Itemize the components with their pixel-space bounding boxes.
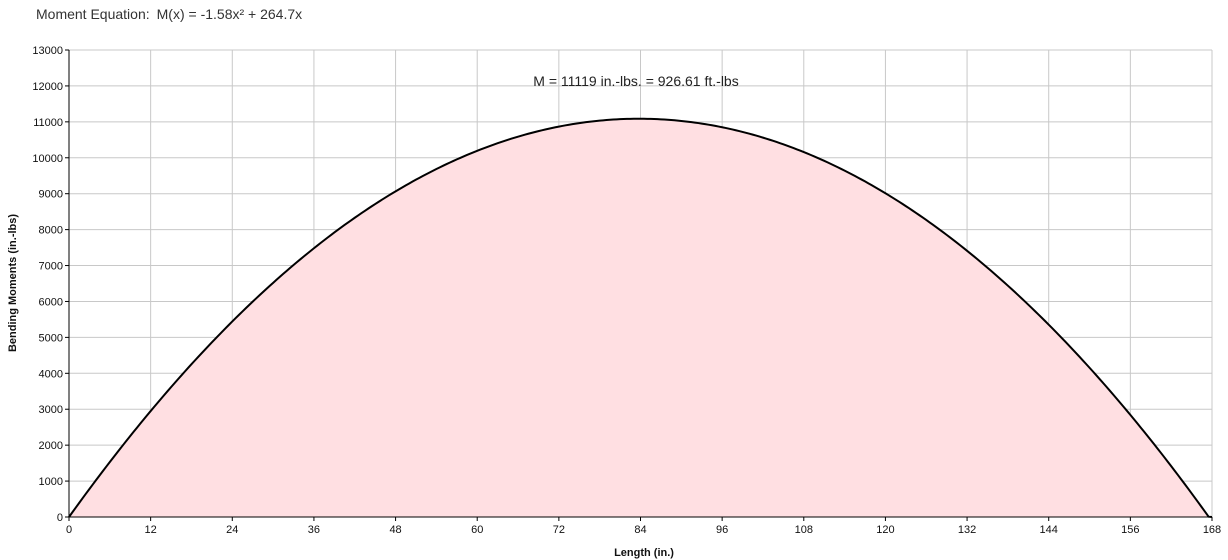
equation-label: Moment Equation:	[36, 6, 150, 22]
y-axis-title: Bending Moments (in.-lbs)	[7, 214, 19, 352]
y-tick-label: 5000	[39, 332, 63, 344]
y-tick-label: 8000	[39, 225, 63, 237]
x-tick-label: 84	[634, 524, 646, 536]
y-tick-label: 7000	[39, 261, 63, 273]
x-tick-label: 72	[553, 524, 565, 536]
x-tick-label: 168	[1203, 524, 1221, 536]
y-tick-label: 10000	[32, 153, 63, 165]
x-tick-label: 36	[308, 524, 320, 536]
x-tick-label: 108	[795, 524, 813, 536]
y-tick-label: 3000	[39, 404, 63, 416]
moment-curve	[68, 117, 1213, 518]
x-tick-label: 48	[389, 524, 401, 536]
y-tick-label: 2000	[39, 440, 63, 452]
x-tick-label: 120	[876, 524, 894, 536]
x-tick-label: 156	[1121, 524, 1139, 536]
x-tick-label: 132	[958, 524, 976, 536]
moment-equation: Moment Equation: M(x) = -1.58x² + 264.7x	[36, 6, 302, 22]
y-tick-label: 0	[57, 512, 63, 524]
x-tick-label: 60	[471, 524, 483, 536]
y-tick-label: 9000	[39, 189, 63, 201]
y-tick-label: 12000	[32, 81, 63, 93]
y-tick-label: 4000	[39, 368, 63, 380]
equation-value: M(x) = -1.58x² + 264.7x	[156, 6, 303, 22]
x-axis-ticks: 0 12 24 36 48 60 72 84 96 108 120 132 144 156 168	[66, 517, 1221, 536]
y-tick-label: 6000	[39, 296, 63, 308]
x-tick-label: 24	[226, 524, 238, 536]
x-tick-label: 12	[145, 524, 157, 536]
x-axis-title: Length (in.)	[614, 547, 674, 559]
y-tick-label: 13000	[32, 45, 63, 57]
y-axis-ticks: 0 1000 2000 3000 4000 5000 6000 7000 8000 9000 100…	[32, 45, 69, 524]
x-tick-label: 144	[1040, 524, 1058, 536]
y-tick-label: 11000	[33, 117, 63, 129]
y-tick-label: 1000	[39, 476, 63, 488]
x-tick-label: 0	[66, 524, 72, 536]
x-tick-label: 96	[716, 524, 728, 536]
max-moment-annotation: M = 11119 in.-lbs. = 926.61 ft.-lbs	[533, 73, 738, 89]
